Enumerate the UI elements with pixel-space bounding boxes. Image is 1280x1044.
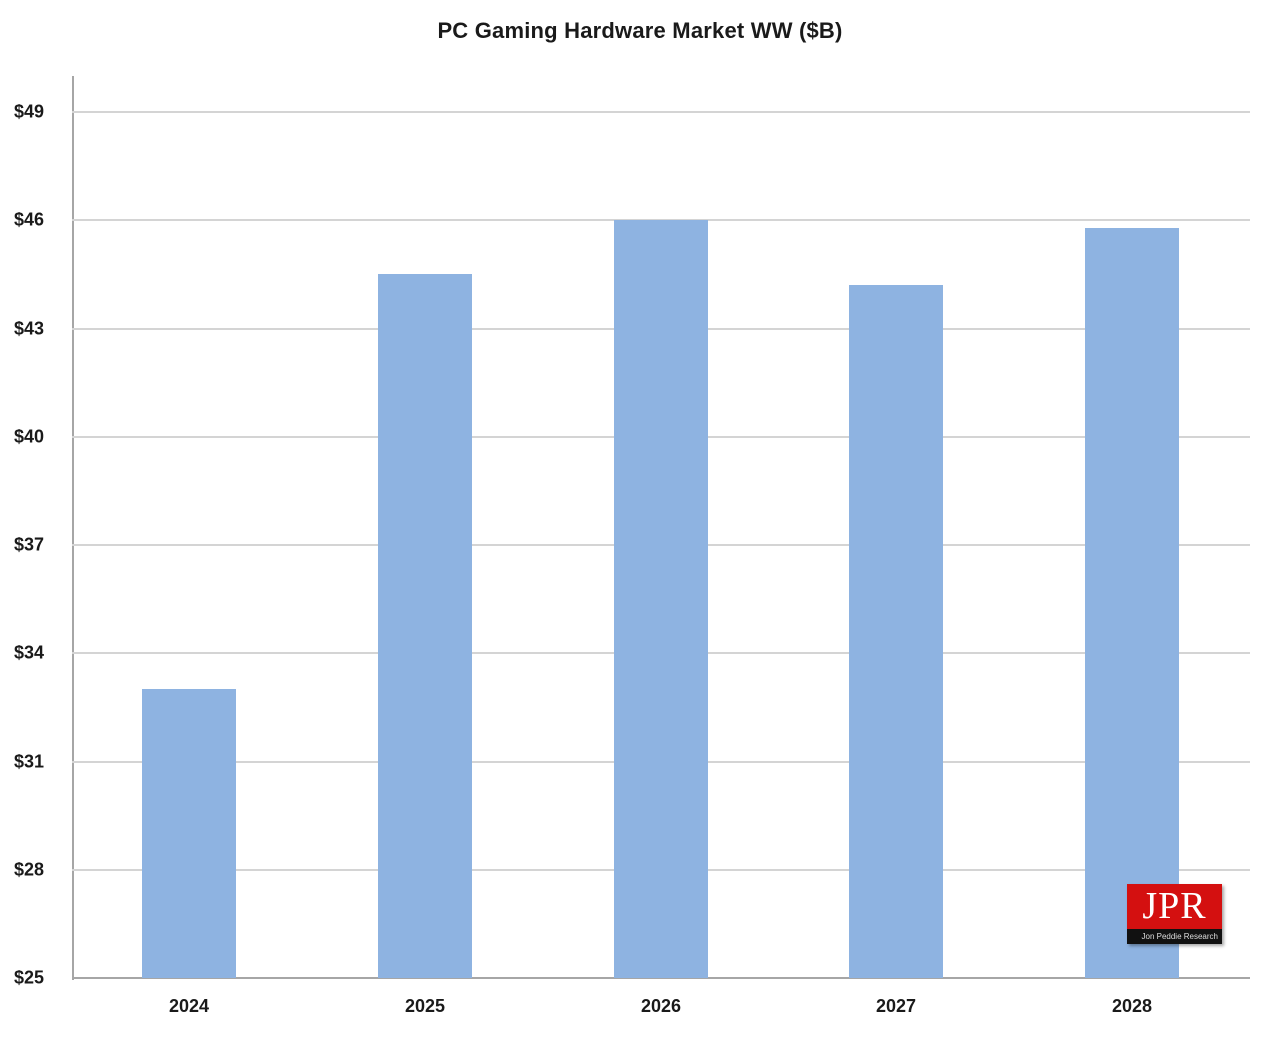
- x-axis-line: [72, 977, 1250, 979]
- y-tick-label: $25: [14, 967, 45, 988]
- gridline: [72, 111, 1250, 114]
- bar-2024: [142, 689, 236, 978]
- y-axis-line: [72, 76, 74, 980]
- y-tick-label: $34: [14, 642, 45, 663]
- bar-2026: [614, 220, 708, 978]
- y-tick-label: $31: [14, 751, 45, 772]
- y-tick-label: $46: [14, 209, 45, 230]
- x-tick-label: 2026: [640, 996, 682, 1016]
- bar-2025: [378, 274, 472, 978]
- y-tick-label: $28: [14, 859, 45, 880]
- logo-text: JPR: [1127, 884, 1222, 929]
- y-tick-label: $40: [14, 426, 45, 447]
- x-tick-label: 2024: [168, 996, 210, 1016]
- x-tick-label: 2027: [875, 996, 917, 1016]
- chart-title: PC Gaming Hardware Market WW ($B): [437, 18, 843, 43]
- x-tick-label: 2025: [404, 996, 446, 1016]
- plot-area: $25 $28 $31 $34 $37 $40 $43 $46 $49 2024 2025 2026 2…: [14, 76, 1250, 1016]
- jpr-logo: JPR Jon Peddie Research: [1127, 884, 1222, 944]
- y-tick-label: $37: [14, 534, 45, 555]
- logo-subtext: Jon Peddie Research: [1127, 929, 1222, 944]
- y-tick-label: $43: [14, 318, 45, 339]
- y-tick-label: $49: [14, 101, 45, 122]
- x-tick-label: 2028: [1111, 996, 1153, 1016]
- bar-2028: [1085, 227, 1179, 978]
- bar-2027: [849, 285, 943, 978]
